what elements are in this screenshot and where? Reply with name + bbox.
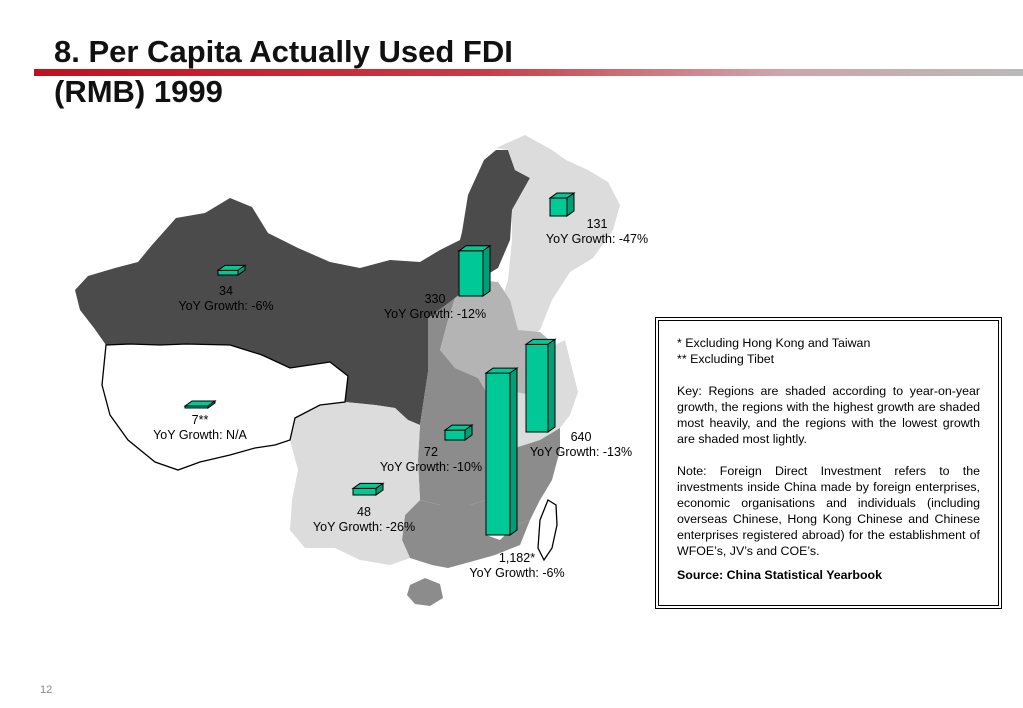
key-text: * Excluding Hong Kong and Taiwan ** Excl… (677, 335, 980, 583)
bar-side-7 (375, 482, 384, 496)
region-hainan (407, 578, 443, 606)
title-line-1: 8. Per Capita Actually Used FDI (54, 34, 513, 69)
bar-front-7 (352, 487, 377, 496)
bar-front-8 (485, 372, 511, 536)
bar-side-8 (509, 367, 518, 536)
page-number: 12 (40, 684, 53, 696)
value-label-2: 34 (219, 284, 233, 298)
title-underline (34, 69, 1023, 76)
growth-label-2: YoY Growth: -6% (178, 299, 273, 313)
region-central (418, 298, 490, 505)
growth-label-3: YoY Growth: -12% (384, 307, 486, 321)
bar-side-6 (547, 338, 556, 433)
key-shading-explanation: Key: Regions are shaded according to yea… (677, 384, 980, 446)
region-northwest (75, 198, 490, 425)
value-label-5: 72 (424, 445, 438, 459)
region-taiwan (537, 499, 558, 562)
growth-label-7: YoY Growth: -26% (313, 520, 415, 534)
region-southwest (290, 402, 420, 565)
bar-front-5 (444, 429, 466, 441)
bar-4 (183, 400, 217, 409)
growth-label-5: YoY Growth: -10% (380, 460, 482, 474)
value-label-4: 7** (192, 413, 209, 427)
key-box: * Excluding Hong Kong and Taiwan ** Excl… (655, 317, 1002, 609)
bar-side-3 (482, 244, 491, 297)
bar-front-6 (525, 343, 549, 433)
region-southeast (513, 428, 560, 525)
key-note-tibet: ** Excluding Tibet (677, 352, 775, 366)
growth-label-8: YoY Growth: -6% (469, 566, 564, 580)
bar-side-1 (566, 192, 575, 217)
bar-front-3 (458, 250, 484, 297)
growth-label-4: YoY Growth: N/A (153, 428, 247, 442)
bar-7 (351, 482, 385, 496)
bar-side-5 (464, 424, 473, 441)
bar-1 (548, 192, 576, 217)
bar-2 (216, 264, 247, 276)
value-label-8: 1,182* (499, 551, 535, 565)
bar-front-2 (217, 269, 239, 276)
key-fdi-note: Note: Foreign Direct Investment refers t… (677, 464, 980, 558)
value-label-3: 330 (425, 292, 446, 306)
bar-side-2 (237, 264, 246, 276)
region-south (402, 500, 530, 568)
bar-8 (484, 367, 519, 536)
key-note-hk-taiwan: * Excluding Hong Kong and Taiwan (677, 336, 871, 350)
value-label-6: 640 (571, 430, 592, 444)
bar-5 (443, 424, 474, 441)
region-tibet (101, 343, 349, 471)
value-label-1: 131 (587, 217, 608, 231)
region-northeast (496, 135, 620, 340)
bar-front-1 (549, 197, 568, 217)
page-title: 8. Per Capita Actually Used FDI (RMB) 19… (54, 32, 513, 112)
bar-3 (457, 244, 492, 297)
key-source: Source: China Statistical Yearbook (677, 568, 882, 582)
bar-6 (524, 338, 557, 433)
growth-label-1: YoY Growth: -47% (546, 232, 648, 246)
bar-side-4 (207, 400, 216, 409)
value-label-7: 48 (357, 505, 371, 519)
data-bars (183, 192, 576, 536)
region-north-inner (455, 150, 530, 298)
growth-label-6: YoY Growth: -13% (530, 445, 632, 459)
title-line-2: (RMB) 1999 (54, 74, 223, 109)
